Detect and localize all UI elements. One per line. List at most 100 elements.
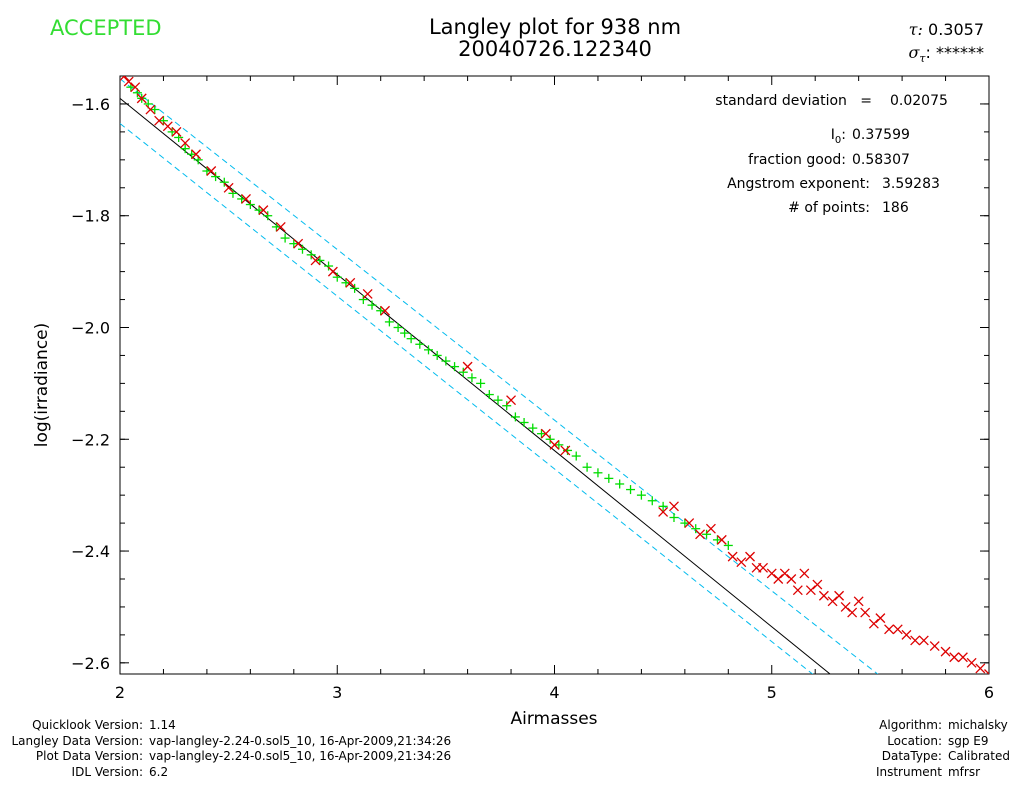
accepted-point-marker [271,222,281,232]
footer-left-row: Langley Data Version: vap-langley-2.24-0.… [0,734,451,750]
npoints-label: # of points: [788,200,870,216]
rejected-point-marker [834,590,845,601]
marker-stroke [727,551,738,562]
footer-left-row: Quicklook Version: 1.14 [0,718,451,734]
marker-stroke [805,585,816,596]
rejected-point-marker [840,601,851,612]
rejected-point-marker [805,585,816,596]
marker-stroke [910,635,921,646]
status-label: ACCEPTED [50,16,162,40]
marker-stroke [860,607,871,618]
regression-line [120,97,831,674]
footer-left-key: Plot Data Version: [35,749,143,763]
accepted-point-marker [467,373,477,383]
sigma-subscript: τ [919,52,926,66]
sigma-suffix: : [925,43,931,62]
marker-stroke [827,596,838,607]
marker-stroke [171,126,182,137]
marker-stroke [940,646,951,657]
accepted-point-marker [341,278,351,288]
accepted-point-marker [450,362,460,372]
rejected-point-marker [345,277,356,288]
rejected-point-marker [275,221,286,232]
marker-stroke [506,395,517,406]
stats-panel: standard deviation = 0.02075 I0: 0.37599… [715,93,948,216]
accepted-point-marker [263,211,273,221]
footer-right-key: DataType: [881,749,942,763]
marker-stroke [799,568,810,579]
accepted-point-marker [187,149,197,159]
marker-stroke [949,652,960,663]
y-axis-label: log(irradiance) [32,323,52,448]
accepted-point-marker [400,328,410,338]
chart-title-line2: 20040726.122340 [458,37,652,61]
accepted-point-marker [384,317,394,327]
footer-right-row: DataType: Calibrated [846,749,1010,765]
rejected-point-marker [860,607,871,618]
sigma-tau-value: ****** [936,43,984,62]
rejected-point-marker [949,652,960,663]
footer-right-key: Instrument [875,764,942,779]
accepted-point-marker [563,445,573,455]
accepted-point-marker [519,418,529,428]
footer-left-value: 6.2 [149,764,169,779]
footer-left-key: Quicklook Version: [32,718,143,732]
accepted-point-marker [415,339,425,349]
rejected-point-marker [827,596,838,607]
x-tick-label: 6 [984,683,994,702]
rejected-point-marker [736,557,747,568]
accepted-point-marker [528,423,538,433]
accepted-point-marker [615,479,625,489]
accepted-point-marker [502,401,512,411]
i0-label: I0: [831,127,846,146]
rejected-point-marker [773,574,784,584]
accepted-point-marker [658,501,668,511]
rejected-point-marker [462,361,473,372]
tau-value: 0.3057 [928,20,984,39]
marker-stroke [773,574,784,584]
rejected-point-marker [123,76,134,87]
accepted-point-marker [254,205,264,215]
marker-stroke [658,506,669,517]
rejected-point-marker [792,585,803,596]
accepted-point-marker [237,194,247,204]
rejected-point-marker [758,562,769,573]
marker-stroke [258,205,269,216]
rejected-point-marker [705,523,716,534]
marker-stroke [206,166,217,176]
accepted-point-marker [441,356,451,366]
accepted-point-marker [158,116,168,126]
rejected-point-marker [223,182,234,193]
accepted-point-marker [211,172,221,182]
marker-stroke [892,624,903,635]
marker-stroke [669,501,679,512]
marker-stroke [130,82,141,93]
rejected-point-marker [853,596,864,607]
marker-stroke [162,121,173,132]
rejected-point-marker [910,635,921,646]
y-tick-label: −2.4 [71,542,110,561]
accepted-point-marker [315,255,325,265]
x-tick-label: 3 [332,683,342,702]
axis-ticks [119,75,990,674]
footer-instrument-info: Algorithm: michalsky Location: sgp E9 DataTy… [846,718,1010,780]
fraction-good-label: fraction good: [748,152,846,168]
footer-right-row: Algorithm: michalsky [846,718,1010,734]
data-markers [120,76,989,674]
rejected-point-marker [241,193,251,204]
angstrom-label: Angstrom exponent: [727,176,870,192]
rejected-point-marker [145,104,156,115]
accepted-point-marker [484,390,494,400]
angstrom-value: 3.59283 [882,176,940,192]
rejected-point-marker [966,657,977,668]
marker-stroke [223,182,234,193]
rejected-point-marker [206,166,217,176]
rejected-point-marker [191,149,201,160]
marker-stroke [716,534,727,545]
rejected-point-marker [130,82,141,93]
footer-version-info: Quicklook Version: 1.14 Langley Data Versi… [0,718,451,780]
accepted-point-marker [691,524,701,534]
rejected-point-marker [669,501,679,512]
accepted-point-marker [723,540,733,550]
y-tick-label: −1.6 [71,95,110,114]
